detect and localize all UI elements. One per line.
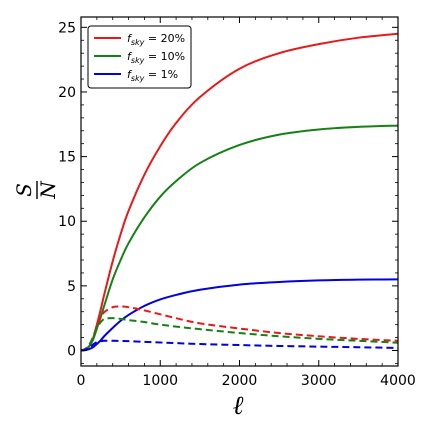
y-tick-label: 20 bbox=[58, 85, 76, 101]
x-tick-label: 0 bbox=[77, 373, 86, 389]
ticks-layer bbox=[80, 17, 399, 366]
x-tick-label: 4000 bbox=[380, 373, 416, 389]
series-line-2-solid bbox=[80, 124, 399, 352]
x-tick-label: 2000 bbox=[222, 373, 258, 389]
series-line-6-dashed bbox=[80, 339, 399, 352]
legend-label-2: fsky = 10% bbox=[127, 50, 185, 65]
legend: fsky = 20% fsky = 10% fsky = 1% bbox=[87, 25, 192, 89]
y-tick-label: 5 bbox=[67, 279, 76, 295]
y-tick-label: 25 bbox=[58, 20, 76, 36]
series-layer bbox=[80, 32, 399, 352]
legend-label-1: fsky = 20% bbox=[127, 32, 185, 47]
series-line-4-dashed bbox=[80, 305, 399, 352]
tick-labels-layer: 0 1000 2000 3000 4000 0 5 10 15 20 25 bbox=[58, 20, 416, 389]
legend-label-3: fsky = 1% bbox=[127, 68, 178, 83]
legend-box bbox=[87, 25, 192, 89]
series-line-3-solid bbox=[80, 278, 399, 352]
y-label-numerator: S bbox=[12, 183, 36, 197]
x-tick-label: 3000 bbox=[301, 373, 337, 389]
x-tick-label: 1000 bbox=[142, 373, 178, 389]
y-tick-label: 15 bbox=[58, 150, 76, 166]
series-line-5-dashed bbox=[80, 317, 399, 352]
y-axis-label: S N bbox=[12, 180, 60, 200]
y-tick-label: 10 bbox=[58, 214, 76, 230]
x-axis-label: ℓ bbox=[233, 391, 244, 421]
y-label-denominator: N bbox=[36, 180, 60, 200]
legend-items: fsky = 20% fsky = 10% fsky = 1% bbox=[94, 32, 185, 83]
y-tick-label: 0 bbox=[67, 343, 76, 359]
